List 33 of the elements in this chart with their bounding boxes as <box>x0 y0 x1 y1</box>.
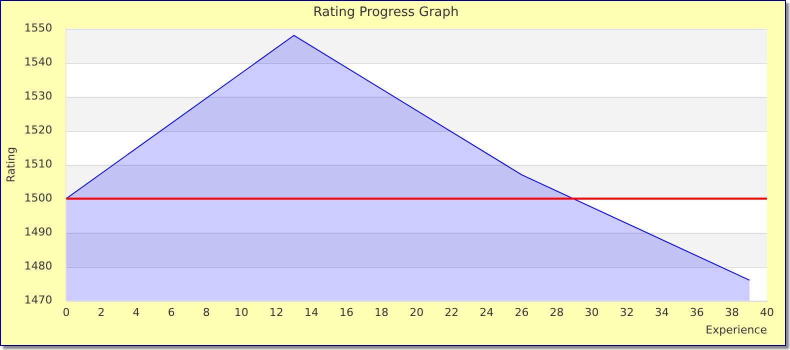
chart-title: Rating Progress Graph <box>313 5 459 20</box>
x-tick-label: 38 <box>724 306 739 320</box>
x-tick-label: 32 <box>620 306 634 320</box>
x-tick-label: 20 <box>410 306 424 320</box>
x-tick-label: 18 <box>374 306 389 320</box>
x-tick-label: 36 <box>690 306 704 320</box>
x-tick-label: 10 <box>234 306 248 320</box>
y-tick-label: 1500 <box>24 191 52 204</box>
x-tick-label: 28 <box>550 306 564 320</box>
y-tick-label: 1510 <box>24 157 52 170</box>
x-tick-label: 40 <box>760 306 774 320</box>
y-tick-label: 1550 <box>24 21 52 34</box>
x-tick-label: 22 <box>444 306 459 320</box>
x-tick-label: 0 <box>62 306 70 320</box>
x-tick-label: 34 <box>654 306 669 320</box>
y-tick-label: 1490 <box>24 225 52 238</box>
x-tick-label: 8 <box>202 306 210 320</box>
x-tick-label: 4 <box>132 306 140 320</box>
x-axis-title: Experience <box>706 323 768 336</box>
x-tick-label: 2 <box>98 306 105 320</box>
x-tick-label: 14 <box>304 306 318 320</box>
x-tick-label: 26 <box>514 306 529 320</box>
x-tick-label: 16 <box>340 306 354 320</box>
x-tick-label: 30 <box>584 306 599 320</box>
y-tick-label: 1520 <box>24 123 52 136</box>
x-tick-label: 6 <box>168 306 175 320</box>
y-axis-title: Rating <box>4 146 18 182</box>
y-tick-label: 1480 <box>24 259 52 272</box>
y-tick-label: 1540 <box>24 55 52 68</box>
x-tick-label: 24 <box>480 306 494 320</box>
x-tick-label: 12 <box>269 306 284 320</box>
y-tick-label: 1470 <box>24 293 52 306</box>
y-tick-label: 1530 <box>24 89 52 102</box>
